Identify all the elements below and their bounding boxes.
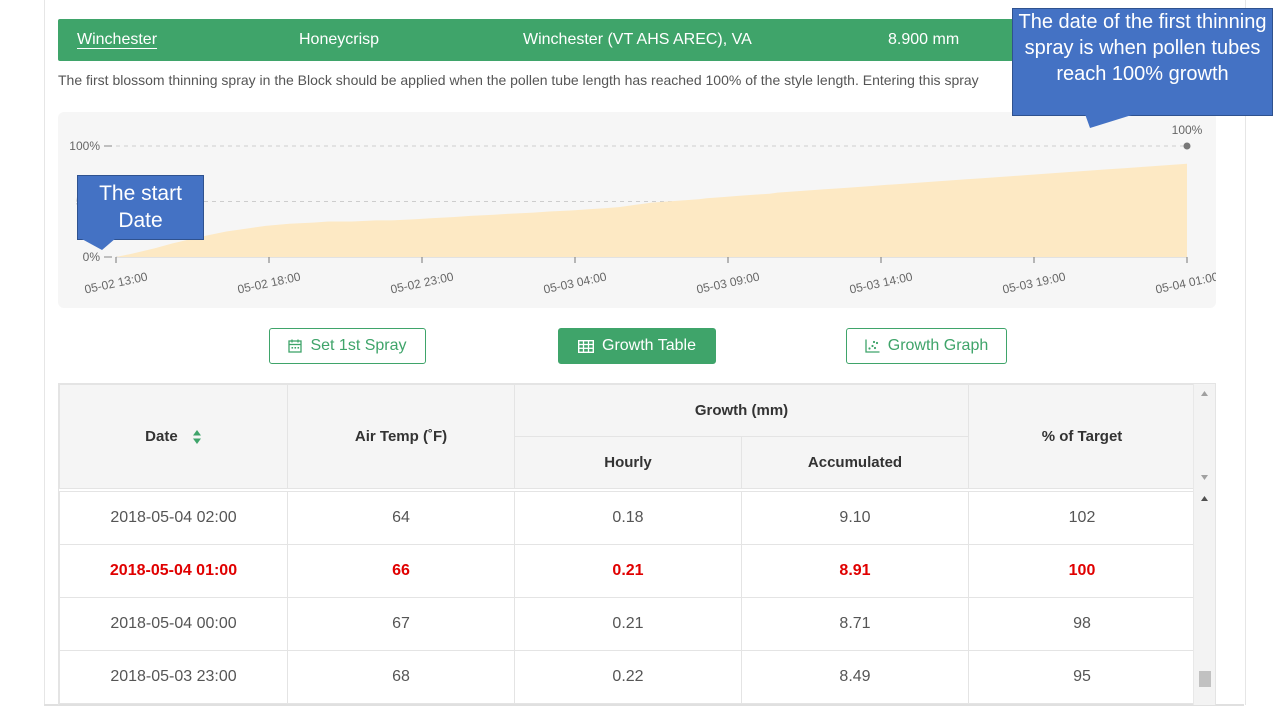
growth-table-header: Date Air Temp (˚F) Growth (mm) % of Targ… [59,384,1196,489]
pct-target-column-header: % of Target [968,384,1196,489]
x-tick-label: 05-02 13:00 [83,269,149,296]
scroll-thumb[interactable] [1199,671,1211,687]
temp-cell: 64 [287,491,515,545]
set-first-spray-label: Set 1st Spray [310,337,407,354]
temp-cell: 67 [287,597,515,651]
spray-description: The first blossom thinning spray in the … [58,72,979,88]
first-spray-callout: The date of the first thinning spray is … [1012,8,1273,116]
start-date-callout-pointer [80,238,116,250]
x-tick-label: 05-03 09:00 [695,269,761,296]
x-tick-label: 05-02 18:00 [236,269,302,296]
date-column-header[interactable]: Date [59,384,288,489]
air-temp-column-header: Air Temp (˚F) [287,384,515,489]
hourly-column-header: Hourly [514,436,742,489]
table-scrollbar[interactable] [1193,384,1215,705]
y-tick-label: 100% [69,139,100,153]
x-tick-label: 05-03 19:00 [1001,269,1067,296]
page-frame [44,0,1246,705]
x-tick-label: 05-02 23:00 [389,269,455,296]
pct-target-cell: 102 [968,491,1196,545]
first-spray-callout-pointer [1085,114,1135,128]
scatter-chart-icon [865,339,880,353]
pct-target-cell: 98 [968,597,1196,651]
pct-target-cell: 100 [968,544,1196,598]
set-first-spray-button[interactable]: Set 1st Spray [269,328,426,364]
hourly-cell: 0.21 [514,544,742,598]
start-date-callout-text: The start Date [99,182,182,233]
bottom-divider [44,704,1244,706]
cultivar-label: Honeycrisp [299,31,380,48]
pct-target-cell: 95 [968,650,1196,704]
x-tick-label: 05-03 04:00 [542,269,608,296]
date-header-label: Date [145,427,178,445]
end-point-marker [1183,142,1191,150]
station-label: Winchester (VT AHS AREC), VA [523,31,752,48]
growth-table-label: Growth Table [602,337,696,354]
date-cell: 2018-05-04 02:00 [59,491,288,545]
date-cell: 2018-05-04 00:00 [59,597,288,651]
growth-column-header: Growth (mm) [514,384,969,437]
accumulated-cell: 8.71 [741,597,969,651]
calendar-icon [288,339,303,353]
growth-graph-button[interactable]: Growth Graph [846,328,1007,364]
accumulated-column-header: Accumulated [741,436,969,489]
temp-cell: 66 [287,544,515,598]
y-tick-label: 0% [83,250,101,264]
x-tick-label: 05-03 14:00 [848,269,914,296]
growth-area [116,163,1187,257]
style-length-label: 8.900 mm [888,31,960,48]
hourly-cell: 0.22 [514,650,742,704]
start-date-callout: The start Date [77,175,204,240]
end-point-label: 100% [1172,123,1203,137]
growth-table-body: 2018-05-04 02:00 64 0.18 9.10 102 2018-0… [59,491,1196,704]
growth-table-button[interactable]: Growth Table [558,328,716,364]
table-row: 2018-05-03 23:00 68 0.22 8.49 95 [59,650,1196,704]
table-row: 2018-05-04 02:00 64 0.18 9.10 102 [59,491,1196,545]
accumulated-cell: 9.10 [741,491,969,545]
sort-icon[interactable] [192,429,202,445]
growth-graph-label: Growth Graph [887,337,989,354]
date-cell: 2018-05-03 23:00 [59,650,288,704]
growth-table: Date Air Temp (˚F) Growth (mm) % of Targ… [58,383,1216,705]
date-cell: 2018-05-04 01:00 [59,544,288,598]
location-link[interactable]: Winchester [77,31,158,48]
table-row: 2018-05-04 00:00 67 0.21 8.71 98 [59,597,1196,651]
hourly-cell: 0.18 [514,491,742,545]
x-tick-label: 05-04 01:00 [1154,269,1216,296]
accumulated-cell: 8.91 [741,544,969,598]
table-icon [578,339,594,353]
hourly-cell: 0.21 [514,597,742,651]
accumulated-cell: 8.49 [741,650,969,704]
temp-cell: 68 [287,650,515,704]
first-spray-callout-text: The date of the first thinning spray is … [1018,11,1267,85]
table-row-target: 2018-05-04 01:00 66 0.21 8.91 100 [59,544,1196,598]
scroll-arrows-icon[interactable] [1194,384,1215,705]
